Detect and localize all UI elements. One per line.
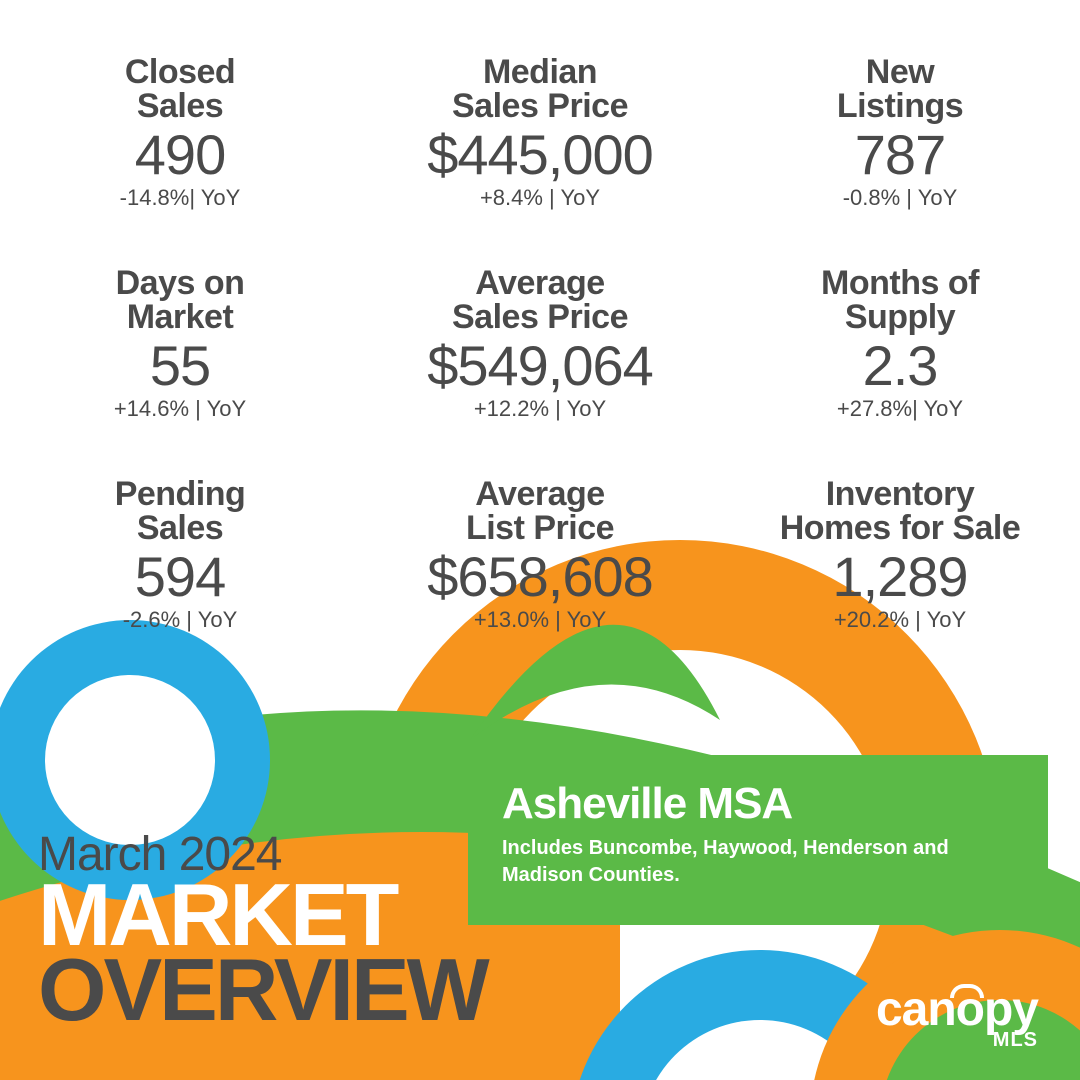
metric-delta: -14.8%| YoY (0, 185, 360, 211)
region-name: Asheville MSA (502, 779, 1014, 829)
footer: March 2024 MARKET OVERVIEW Asheville MSA… (0, 650, 1080, 1080)
metric-value: $445,000 (360, 127, 720, 183)
metric-delta: -0.8% | YoY (720, 185, 1080, 211)
metric-label: Median Sales Price (360, 55, 720, 123)
metric-label: Average Sales Price (360, 266, 720, 334)
metric-average-sales-price: Average Sales Price $549,064 +12.2% | Yo… (360, 266, 720, 422)
metric-delta: +20.2% | YoY (720, 607, 1080, 633)
metric-delta: +14.6% | YoY (0, 396, 360, 422)
metric-pending-sales: Pending Sales 594 -2.6% | YoY (0, 477, 360, 633)
title-line2: OVERVIEW (38, 953, 487, 1028)
metric-label: Inventory Homes for Sale (720, 477, 1080, 545)
metric-average-list-price: Average List Price $658,608 +13.0% | YoY (360, 477, 720, 633)
metric-label: Months of Supply (720, 266, 1080, 334)
metric-value: $549,064 (360, 338, 720, 394)
metric-new-listings: New Listings 787 -0.8% | YoY (720, 55, 1080, 211)
metric-value: $658,608 (360, 549, 720, 605)
metric-value: 55 (0, 338, 360, 394)
metric-median-sales-price: Median Sales Price $445,000 +8.4% | YoY (360, 55, 720, 211)
logo-word: canopy (876, 982, 1038, 1037)
metric-delta: -2.6% | YoY (0, 607, 360, 633)
canopy-logo: canopy MLS (876, 982, 1038, 1052)
metric-label: Days on Market (0, 266, 360, 334)
region-box: Asheville MSA Includes Buncombe, Haywood… (468, 751, 1048, 925)
metric-label: New Listings (720, 55, 1080, 123)
title-block: March 2024 MARKET OVERVIEW (38, 827, 487, 1028)
metric-delta: +12.2% | YoY (360, 396, 720, 422)
metric-closed-sales: Closed Sales 490 -14.8%| YoY (0, 55, 360, 211)
region-sub: Includes Buncombe, Haywood, Henderson an… (502, 835, 1014, 889)
metric-value: 594 (0, 549, 360, 605)
metric-delta: +27.8%| YoY (720, 396, 1080, 422)
metric-value: 787 (720, 127, 1080, 183)
metric-days-on-market: Days on Market 55 +14.6% | YoY (0, 266, 360, 422)
metric-value: 2.3 (720, 338, 1080, 394)
metric-value: 1,289 (720, 549, 1080, 605)
metric-label: Average List Price (360, 477, 720, 545)
metric-delta: +8.4% | YoY (360, 185, 720, 211)
metric-label: Closed Sales (0, 55, 360, 123)
metric-months-of-supply: Months of Supply 2.3 +27.8%| YoY (720, 266, 1080, 422)
metric-value: 490 (0, 127, 360, 183)
metrics-grid: Closed Sales 490 -14.8%| YoY Median Sale… (0, 55, 1080, 633)
metric-delta: +13.0% | YoY (360, 607, 720, 633)
metric-inventory-homes-for-sale: Inventory Homes for Sale 1,289 +20.2% | … (720, 477, 1080, 633)
metric-label: Pending Sales (0, 477, 360, 545)
